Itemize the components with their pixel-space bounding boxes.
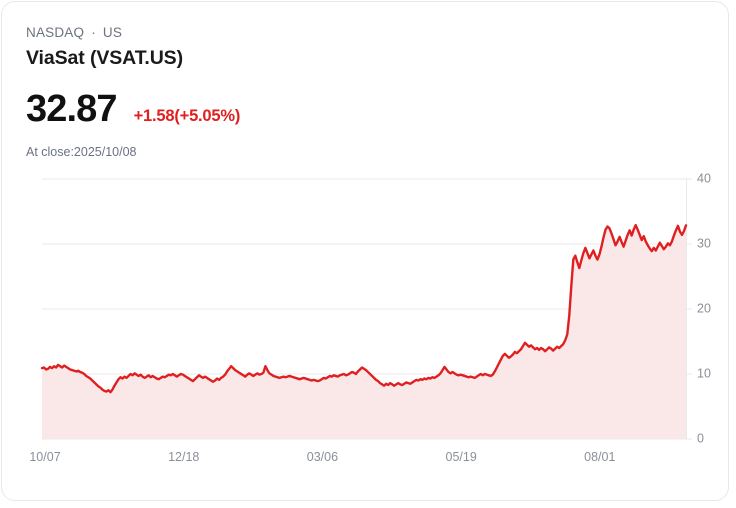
exchange-row: NASDAQ · US	[26, 24, 704, 42]
y-axis-label: 10	[697, 366, 711, 380]
y-axis-labels: 0 10 20 30 40	[697, 171, 711, 445]
company-name: ViaSat (VSAT.US)	[26, 47, 183, 69]
area-fill-group	[42, 225, 686, 439]
x-axis-label: 08/01	[584, 450, 615, 464]
region-label: US	[102, 25, 123, 40]
x-axis-label: 12/18	[168, 450, 199, 464]
card-header: NASDAQ · US ViaSat (VSAT.US) 32.87 +1.58(+…	[2, 2, 728, 160]
line-group	[40, 223, 688, 394]
market-status: At close:2025/10/08	[26, 145, 137, 159]
last-price: 32.87	[26, 88, 117, 130]
x-axis-label: 05/19	[446, 450, 477, 464]
price-chart-svg[interactable]: 0 10 20 30 40 10/07 12/18 03/06 05/19 08/01	[2, 162, 729, 501]
x-axis-label: 03/06	[307, 450, 338, 464]
price-change: +1.58(+5.05%)	[133, 107, 241, 125]
exchange-label: NASDAQ	[26, 25, 85, 40]
price-row: 32.87 +1.58(+5.05%)	[26, 88, 704, 130]
y-axis-label: 0	[697, 431, 704, 445]
y-axis-label: 30	[697, 236, 711, 250]
price-chart[interactable]: 0 10 20 30 40 10/07 12/18 03/06 05/19 08/01	[2, 162, 729, 501]
y-axis-label: 20	[697, 301, 711, 315]
area-fill	[42, 225, 686, 439]
x-axis-label: 10/07	[29, 450, 60, 464]
separator-dot: ·	[91, 25, 96, 41]
x-axis-labels: 10/07 12/18 03/06 05/19 08/01	[29, 450, 615, 464]
price-line	[40, 223, 688, 394]
y-axis-label: 40	[697, 171, 711, 185]
stock-quote-card: NASDAQ · US ViaSat (VSAT.US) 32.87 +1.58(+…	[1, 1, 729, 501]
